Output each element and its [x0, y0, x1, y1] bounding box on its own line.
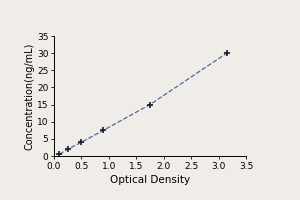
- Y-axis label: Concentration(ng/mL): Concentration(ng/mL): [24, 42, 34, 150]
- X-axis label: Optical Density: Optical Density: [110, 175, 190, 185]
